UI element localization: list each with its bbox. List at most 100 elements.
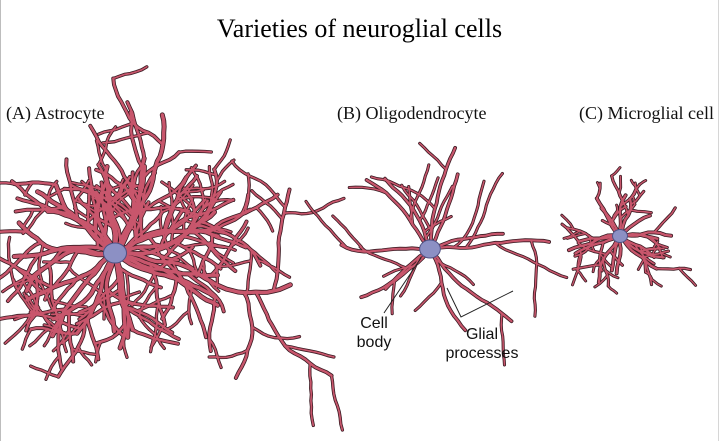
astrocyte-process — [122, 335, 128, 359]
astrocyte-process — [6, 253, 40, 303]
astrocyte-process — [113, 251, 292, 295]
microglia-process — [561, 223, 580, 243]
astrocyte-process — [178, 150, 213, 154]
microglia-process — [604, 269, 619, 279]
oligodendrocyte-cell — [304, 141, 569, 367]
microglia-process — [567, 234, 622, 252]
microglia-process — [618, 234, 658, 270]
astrocyte-process — [137, 314, 166, 350]
oligodendrocyte-process — [400, 184, 433, 233]
astrocyte-process — [0, 230, 29, 233]
microglia-process — [619, 203, 636, 219]
astrocyte-process — [284, 345, 335, 358]
astrocyte-process — [210, 244, 235, 264]
oligodendrocyte-process — [370, 176, 436, 210]
oligodendrocyte-process — [428, 232, 504, 251]
oligodendrocyte-process — [332, 215, 365, 253]
cell-body-leader-line — [383, 257, 422, 314]
microglia-process — [618, 192, 630, 216]
microglia-process — [618, 231, 673, 238]
astrocyte-process — [69, 183, 102, 200]
astrocyte-process — [115, 263, 163, 289]
astrocyte-process — [47, 263, 59, 319]
astrocyte-process-outline — [230, 159, 287, 209]
astrocyte-process — [95, 185, 137, 219]
astrocyte-process — [0, 182, 18, 186]
astrocyte-process — [159, 209, 184, 248]
astrocyte-process — [251, 326, 301, 340]
astrocyte-process — [244, 244, 279, 275]
oligodendrocyte-process — [428, 146, 457, 251]
astrocyte-process — [210, 220, 248, 277]
astrocyte-process — [45, 355, 61, 381]
astrocyte-process — [124, 305, 174, 334]
astrocyte-process — [137, 164, 198, 213]
astrocyte-process — [96, 296, 125, 338]
astrocyte-process — [67, 309, 75, 363]
microglia-process — [678, 267, 697, 287]
oligodendrocyte-process — [465, 172, 504, 249]
microglia-process — [598, 241, 604, 272]
microglia-process — [644, 247, 665, 251]
astrocyte-process — [125, 271, 130, 306]
astrocyte-process — [29, 365, 60, 378]
microglia-process — [607, 285, 618, 294]
microglia-process — [630, 190, 645, 206]
astrocyte-process — [169, 198, 235, 233]
astrocyte-process — [122, 305, 180, 341]
microglia-process — [637, 258, 645, 271]
astrocyte-process — [130, 171, 138, 244]
oligodendrocyte-process — [453, 180, 485, 249]
astrocyte-process — [245, 249, 253, 295]
astrocyte-process — [9, 267, 18, 289]
microglia-process — [653, 207, 676, 234]
astrocyte-process — [169, 198, 207, 232]
microglia-process — [611, 166, 621, 177]
microglia-process — [655, 267, 692, 271]
astrocyte-process — [255, 206, 274, 232]
astrocyte-process — [160, 181, 196, 210]
astrocyte-process — [213, 139, 232, 171]
astrocyte-process — [35, 305, 51, 326]
cell-body-label-line-2: body — [356, 334, 392, 351]
panel-label-oligodendrocyte: (B) Oligodendrocyte — [337, 103, 487, 123]
astrocyte-process — [34, 274, 55, 312]
oligodendrocyte-process — [418, 177, 439, 222]
astrocyte-process — [161, 277, 178, 320]
astrocyte-process — [308, 362, 315, 427]
astrocyte-process — [4, 314, 31, 345]
astrocyte-process-outline — [233, 290, 255, 380]
astrocyte-process — [179, 198, 190, 218]
astrocyte-process — [160, 187, 196, 263]
microglia-cell-body — [612, 229, 628, 243]
astrocyte-process — [159, 205, 171, 254]
astrocyte-process — [89, 124, 137, 218]
oligodendrocyte-process — [365, 178, 432, 251]
astrocyte-process — [205, 208, 252, 234]
astrocyte-process — [51, 278, 78, 311]
astrocyte-process — [234, 291, 254, 380]
astrocyte-process — [208, 349, 249, 359]
astrocyte-process — [112, 77, 165, 146]
astrocyte-process — [216, 159, 235, 182]
astrocyte-process — [68, 266, 105, 296]
astrocyte-process — [13, 181, 58, 187]
astrocyte-process — [34, 274, 40, 315]
astrocyte-process — [95, 168, 143, 208]
oligodendrocyte-process — [423, 215, 452, 233]
oligodendrocyte-process — [409, 164, 430, 221]
microglia-process — [596, 182, 601, 200]
microglial-cell — [560, 166, 698, 295]
astrocyte-process — [254, 290, 333, 377]
astrocyte-process — [190, 166, 205, 216]
astrocyte-process — [207, 244, 237, 252]
astrocyte-process — [71, 181, 103, 191]
astrocyte-process — [7, 236, 11, 265]
astrocyte-process — [93, 323, 126, 345]
astrocyte-process — [272, 188, 291, 293]
astrocyte-process — [42, 260, 73, 264]
astrocyte-process — [78, 275, 121, 321]
oligodendrocyte-process — [340, 243, 432, 253]
microglia-process — [601, 219, 616, 227]
